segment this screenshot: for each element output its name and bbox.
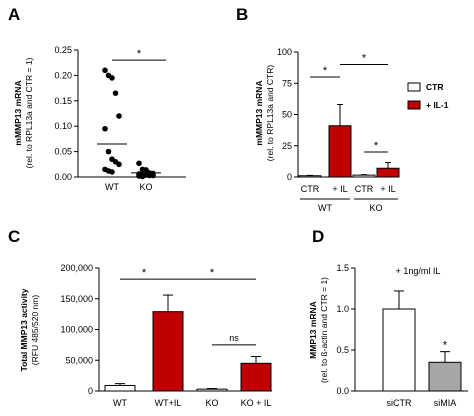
a-y-tick-label: 0.25 xyxy=(54,45,72,55)
d-x-tick-label: siMIA xyxy=(434,398,457,408)
c-x-tick-label: WT+IL xyxy=(155,398,182,408)
c-x-tick-label: KO xyxy=(205,398,218,408)
c-bar xyxy=(104,384,136,392)
d-y-axis-subtitle: (rel. to ß-actin and CTR = 1) xyxy=(319,277,329,383)
b-significance-label: * xyxy=(374,140,379,152)
d-significance-label: * xyxy=(443,340,448,352)
a-x-tick-label: KO xyxy=(139,182,152,192)
d-bar xyxy=(428,361,462,392)
panel-label-d: D xyxy=(312,227,324,246)
a-data-point xyxy=(105,148,112,155)
a-y-axis-subtitle: (rel. to RPL13a and CTR = 1) xyxy=(24,57,34,168)
b-significance-label: * xyxy=(362,53,367,65)
c-y-tick-label: 0 xyxy=(88,386,93,396)
a-data-point xyxy=(112,90,119,96)
a-data-point xyxy=(150,172,156,179)
b-significance-label: * xyxy=(323,65,328,77)
c-y-axis-subtitle: (RFU 485/520 nm) xyxy=(30,295,40,366)
d-x-tick-label: siCTR xyxy=(387,398,412,408)
d-y-tick-label: 1.0 xyxy=(336,304,349,314)
c-x-tick-label: KO + IL xyxy=(241,398,272,408)
c-y-tick-label: 200,000 xyxy=(60,263,93,273)
b-bar xyxy=(352,174,376,178)
c-significance-label: ns xyxy=(229,333,239,343)
b-y-tick-label: 50 xyxy=(282,110,292,120)
a-data-point xyxy=(109,169,115,175)
b-legend-label: CTR xyxy=(426,82,443,92)
b-bar xyxy=(376,167,400,178)
b-x-tick-label: + IL xyxy=(380,184,395,194)
panel-label-b: B xyxy=(236,5,248,24)
a-data-point xyxy=(109,75,115,81)
c-bar xyxy=(240,362,272,392)
a-y-tick-label: 0.10 xyxy=(54,121,72,131)
c-y-tick-label: 150,000 xyxy=(60,294,93,304)
b-legend-swatch xyxy=(407,82,421,92)
c-bar xyxy=(196,388,228,392)
a-significance-label: * xyxy=(137,48,142,60)
c-x-tick-label: WT xyxy=(113,398,127,408)
d-y-tick-label: 0.0 xyxy=(336,386,349,396)
a-y-tick-label: 0.00 xyxy=(54,172,72,182)
b-group-label: WT xyxy=(318,203,332,213)
b-legend-label: + IL-1 xyxy=(426,100,449,110)
c-y-tick-label: 100,000 xyxy=(60,325,93,335)
d-y-tick-label: 0.5 xyxy=(336,345,349,355)
a-data-point xyxy=(102,67,108,74)
d-bar xyxy=(382,308,416,392)
b-y-tick-label: 75 xyxy=(282,78,292,88)
a-data-point xyxy=(136,160,142,167)
c-y-tick-label: 50,000 xyxy=(65,355,93,365)
b-bar xyxy=(298,175,322,178)
c-significance-label: * xyxy=(210,267,215,279)
d-y-axis-title: MMP13 mRNA xyxy=(308,301,318,359)
a-data-point xyxy=(116,113,122,119)
b-x-tick-label: CTR xyxy=(301,184,320,194)
d-y-tick-label: 1.5 xyxy=(336,263,349,273)
a-x-tick-label: WT xyxy=(105,182,119,192)
b-x-tick-label: + IL xyxy=(332,184,347,194)
b-bar xyxy=(328,125,352,178)
b-x-tick-label: CTR xyxy=(355,184,374,194)
panel-label-c: C xyxy=(8,227,20,246)
a-y-tick-label: 0.05 xyxy=(54,147,72,157)
b-y-axis-subtitle: (rel. to RPL13a and CTR) xyxy=(265,65,275,162)
b-y-tick-label: 100 xyxy=(277,47,292,57)
a-y-tick-label: 0.20 xyxy=(54,70,72,80)
c-significance-label: * xyxy=(142,267,147,279)
a-y-tick-label: 0.15 xyxy=(54,96,72,106)
b-y-tick-label: 0 xyxy=(287,172,292,182)
d-annotation: + 1ng/ml IL xyxy=(396,266,441,276)
a-data-point xyxy=(139,173,146,180)
a-data-point xyxy=(102,125,108,132)
panel-label-a: A xyxy=(8,5,20,24)
a-y-axis-title: mMMP13 mRNA xyxy=(13,80,23,145)
b-group-label: KO xyxy=(369,203,382,213)
a-data-point xyxy=(116,161,122,168)
b-legend-swatch xyxy=(407,100,421,110)
c-y-axis-title: Total MMP13 activity xyxy=(19,288,29,371)
b-y-axis-title: mMMP13 mRNA xyxy=(254,80,264,145)
b-y-tick-label: 25 xyxy=(282,141,292,151)
c-bar xyxy=(152,311,184,392)
